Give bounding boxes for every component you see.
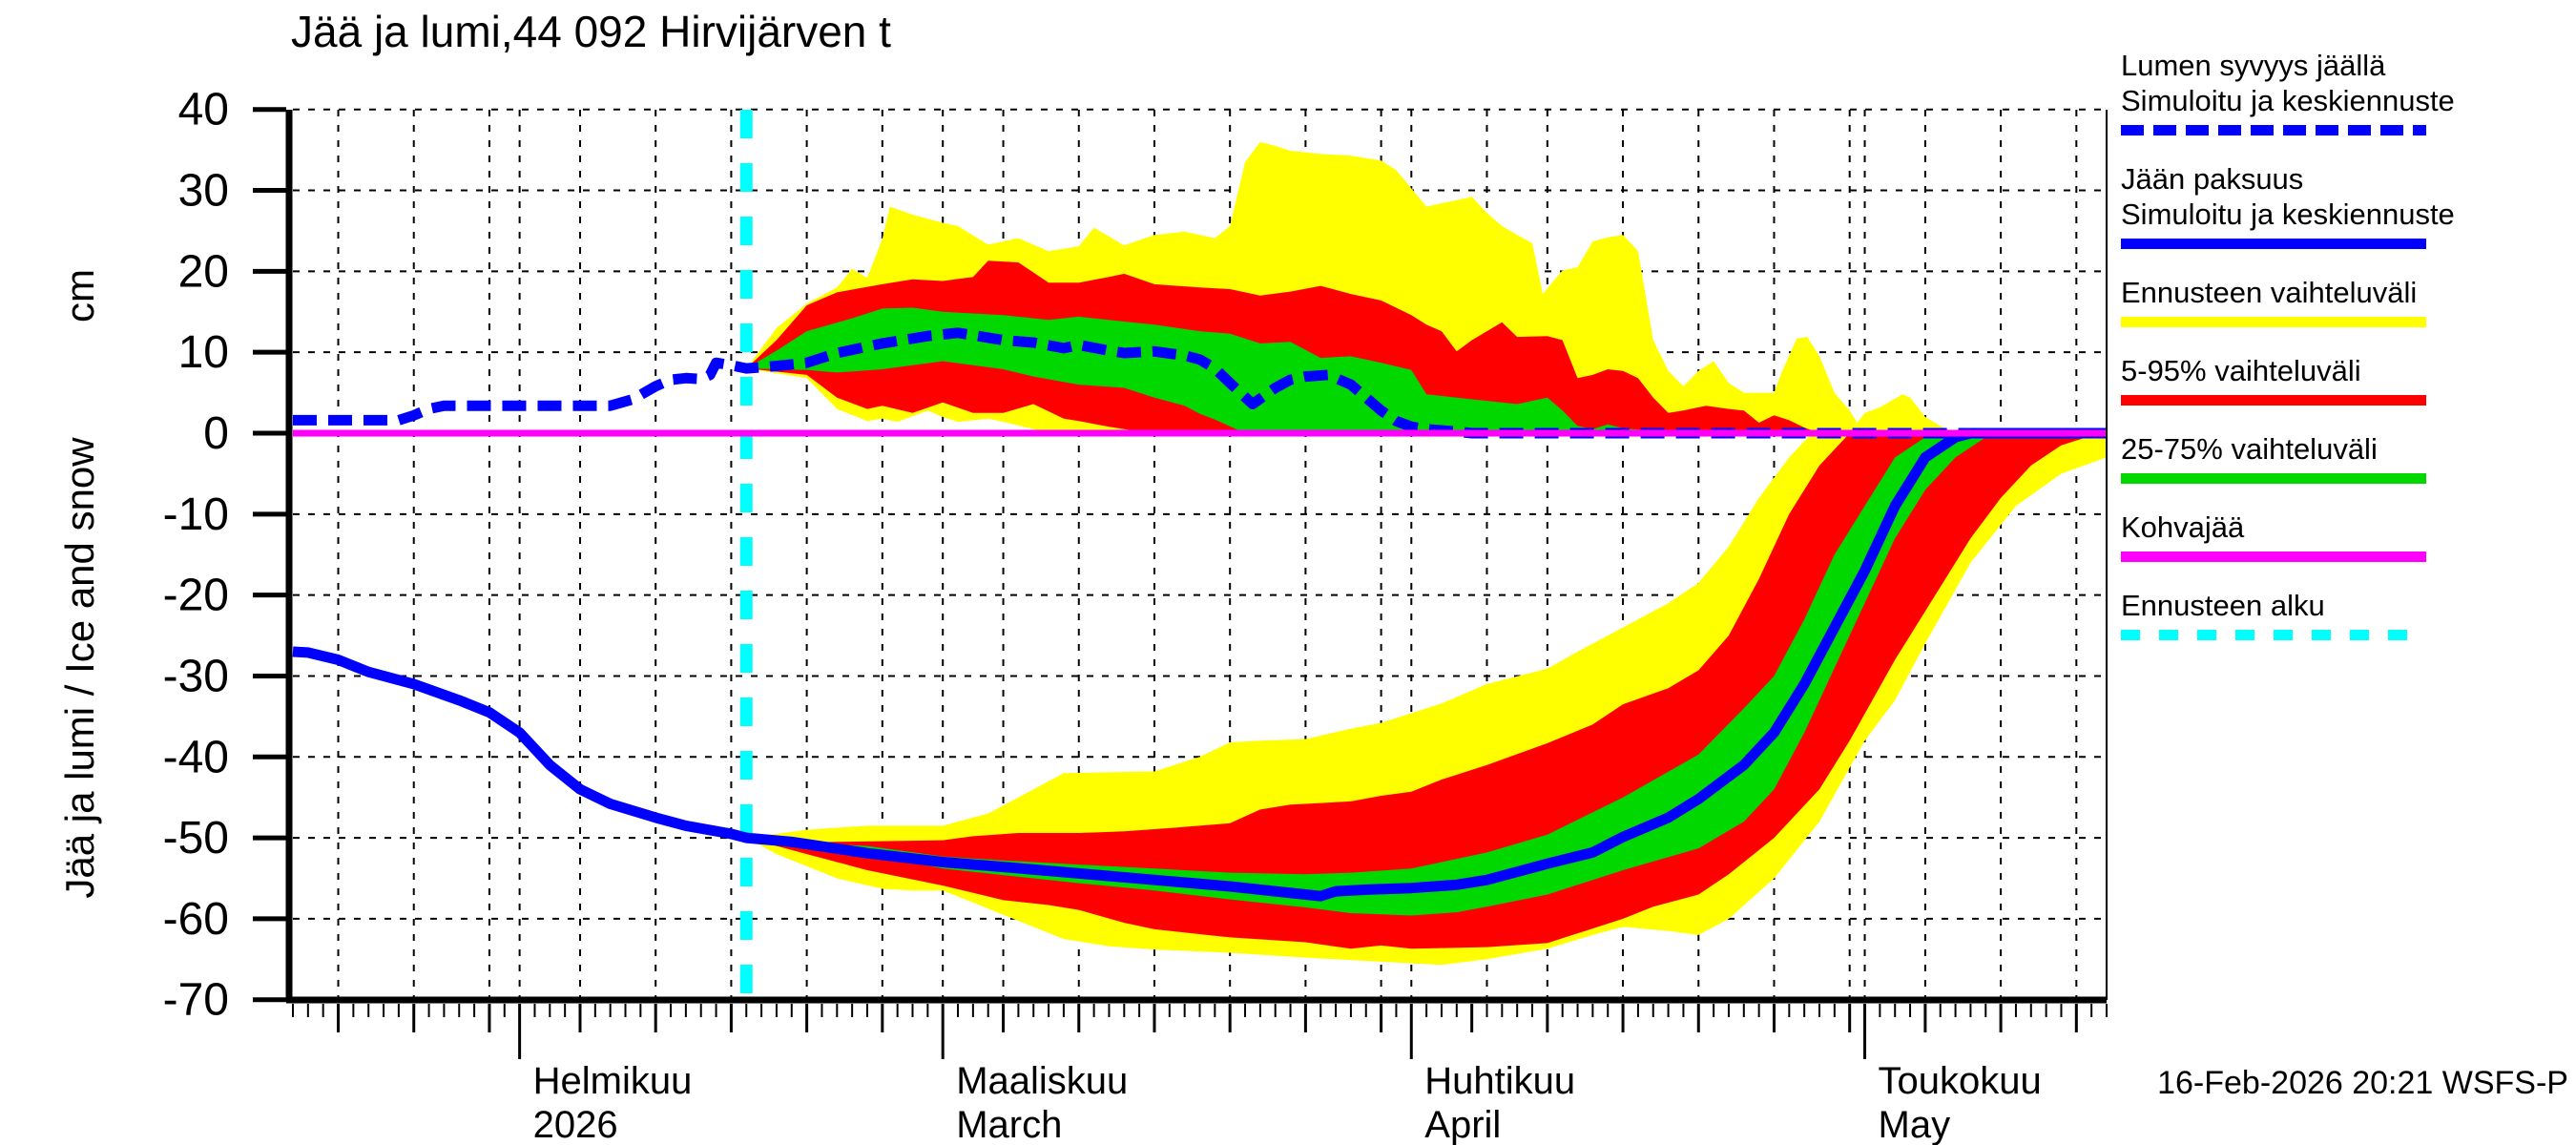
axis-tick-label: 2026 bbox=[533, 1104, 618, 1145]
legend-label: 25-75% vaihteluväli bbox=[2121, 432, 2378, 466]
legend-swatch-blue-dashed-line bbox=[2121, 125, 2426, 135]
legend-label: Ennusteen vaihteluväli bbox=[2121, 276, 2418, 309]
axis-tick-label: -30 bbox=[163, 651, 229, 701]
axis-tick-label: -20 bbox=[163, 571, 229, 621]
legend-label: Kohvajää bbox=[2121, 510, 2245, 544]
legend-swatch-yellow-band bbox=[2121, 317, 2426, 327]
axis-tick-label: -70 bbox=[163, 975, 229, 1026]
axis-tick-label: -60 bbox=[163, 894, 229, 945]
legend-swatch-blue-solid-line bbox=[2121, 239, 2426, 249]
y-axis-unit-label: cm bbox=[57, 269, 102, 323]
axis-tick-label: Helmikuu bbox=[533, 1060, 693, 1102]
legend-swatch-magenta-line bbox=[2121, 552, 2426, 562]
legend-item-5-95-range: 5-95% vaihteluväli bbox=[2121, 353, 2569, 406]
axis-tick-label: 30 bbox=[178, 166, 229, 217]
legend-item-25-75-range: 25-75% vaihteluväli bbox=[2121, 431, 2569, 484]
legend-label: Jään paksuus bbox=[2121, 162, 2304, 196]
axis-tick-label: -40 bbox=[163, 732, 229, 782]
legend-label: Simuloitu ja keskiennuste bbox=[2121, 198, 2455, 231]
legend-swatch-green-band bbox=[2121, 473, 2426, 484]
axis-tick-label: 20 bbox=[178, 246, 229, 297]
axis-tick-label: May bbox=[1879, 1104, 1951, 1145]
y-axis-ticks: 40 30 20 10 0 -10 -20 -30 -40 -50 -60 -70 bbox=[163, 85, 286, 1026]
legend-label: 5-95% vaihteluväli bbox=[2121, 354, 2361, 387]
axes bbox=[285, 110, 2108, 1004]
legend-swatch-red-band bbox=[2121, 395, 2426, 406]
axis-tick-label: Toukokuu bbox=[1879, 1060, 2042, 1102]
legend-item-ice-thickness: Jään paksuus Simuloitu ja keskiennuste bbox=[2121, 161, 2569, 249]
forecast-bands bbox=[746, 141, 2107, 966]
axis-tick-label: March bbox=[956, 1104, 1062, 1145]
y-axis-label: Jää ja lumi / Ice and snow bbox=[57, 437, 102, 899]
legend-item-forecast-range: Ennusteen vaihteluväli bbox=[2121, 275, 2569, 327]
legend-item-snow-depth: Lumen syvyys jäällä Simuloitu ja keskien… bbox=[2121, 48, 2569, 135]
axis-tick-label: Maaliskuu bbox=[956, 1060, 1128, 1102]
ice-thickness-line bbox=[292, 427, 2107, 902]
axis-tick-label: -50 bbox=[163, 813, 229, 864]
legend-swatch-cyan-dashed-line bbox=[2121, 630, 2426, 640]
legend-label: Lumen syvyys jäällä bbox=[2121, 49, 2386, 82]
axis-tick-label: 0 bbox=[203, 408, 229, 459]
axis-tick-label: -10 bbox=[163, 489, 229, 540]
x-axis-ticks bbox=[292, 1004, 2108, 1059]
page-title: Jää ja lumi,44 092 Hirvijärven t bbox=[291, 7, 891, 56]
legend-item-kohvajaa: Kohvajää bbox=[2121, 510, 2569, 562]
legend: Lumen syvyys jäällä Simuloitu ja keskien… bbox=[2121, 48, 2569, 666]
timestamp: 16-Feb-2026 20:21 WSFS-P bbox=[2157, 1065, 2568, 1101]
snow-depth-line bbox=[293, 327, 2107, 439]
legend-label: Simuloitu ja keskiennuste bbox=[2121, 84, 2455, 117]
axis-tick-label: Huhtikuu bbox=[1424, 1060, 1575, 1102]
legend-item-forecast-start: Ennusteen alku bbox=[2121, 588, 2569, 640]
legend-label: Ennusteen alku bbox=[2121, 589, 2325, 622]
axis-tick-label: 40 bbox=[178, 85, 229, 135]
axis-tick-label: 10 bbox=[178, 327, 229, 378]
axis-tick-label: April bbox=[1424, 1104, 1501, 1145]
